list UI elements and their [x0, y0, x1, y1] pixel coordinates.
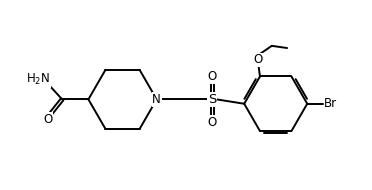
Text: H$_2$N: H$_2$N — [26, 72, 51, 87]
Text: N: N — [152, 93, 161, 106]
Text: O: O — [253, 53, 262, 66]
Text: O: O — [208, 70, 217, 83]
Text: O: O — [208, 116, 217, 129]
Text: S: S — [208, 93, 217, 106]
Text: O: O — [43, 112, 52, 126]
Text: Br: Br — [324, 97, 337, 110]
